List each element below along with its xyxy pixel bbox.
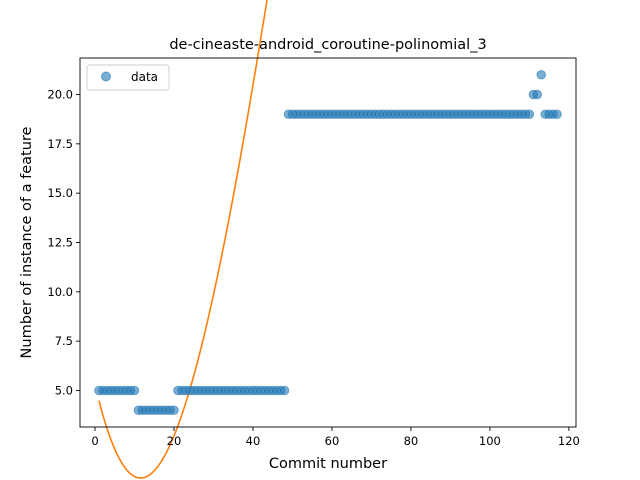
y-tick-label: 5.0	[55, 383, 73, 397]
data-point	[279, 385, 290, 396]
y-tick-label: 7.5	[55, 334, 73, 348]
legend-label-data: data	[131, 70, 158, 84]
y-tick-label: 15.0	[47, 186, 73, 200]
x-tick-label: 120	[558, 434, 580, 448]
fit-curve-layer	[98, 0, 268, 479]
y-tick-label: 12.5	[47, 236, 73, 250]
data-point	[552, 109, 562, 119]
y-tick-label: 20.0	[47, 88, 73, 102]
legend-box	[86, 64, 170, 91]
x-tick-label: 100	[479, 434, 501, 448]
data-point	[129, 385, 140, 396]
x-tick-label: 20	[167, 434, 182, 448]
x-axis-label: Commit number	[269, 456, 387, 472]
data-point	[169, 405, 179, 415]
chart-title: de-cineaste-android_coroutine-polinomial…	[169, 37, 486, 53]
y-tick-label: 17.5	[47, 137, 73, 151]
legend: data	[86, 64, 170, 91]
x-tick-label: 0	[91, 434, 98, 448]
legend-marker-data	[101, 71, 111, 82]
x-tick-label: 60	[325, 434, 340, 448]
fit-curve	[98, 0, 268, 479]
data-point	[532, 89, 543, 100]
y-axis: 5.0 7.5 10.0 12.5 15.0 17.5 20.0	[47, 88, 80, 397]
y-axis-label: Number of instance of a feature	[19, 126, 35, 358]
plot-background	[80, 58, 576, 427]
plot-area	[79, 0, 577, 479]
data-point	[536, 70, 547, 80]
x-axis: 0 20 40 60 80 100 120	[91, 427, 580, 448]
x-tick-label: 80	[404, 434, 419, 448]
x-tick-label: 40	[246, 434, 261, 448]
data-points-layer	[94, 70, 562, 415]
y-tick-label: 10.0	[47, 285, 73, 299]
data-point	[524, 109, 535, 119]
